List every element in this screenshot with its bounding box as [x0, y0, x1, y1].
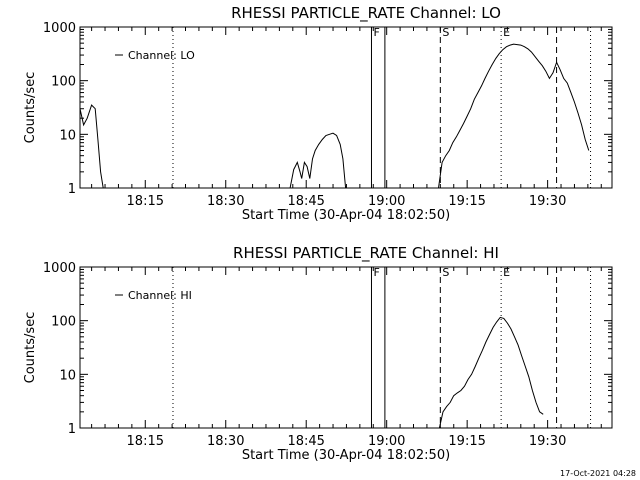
y-tick-label: 10 [59, 368, 76, 383]
x-tick-label: 19:00 [368, 194, 405, 209]
marker-label: S [442, 266, 449, 279]
marker-label: F [373, 266, 379, 279]
marker-label: F [373, 26, 379, 39]
y-tick-label: 1000 [43, 21, 76, 36]
series-line [289, 132, 347, 188]
x-tick-label: 19:00 [368, 434, 405, 449]
y-tick-label: 1 [68, 422, 76, 437]
y-axis-label: Counts/sec [23, 72, 38, 144]
legend-label: Channel: LO [128, 49, 195, 62]
chart-title: RHESSI PARTICLE_RATE Channel: HI [233, 244, 499, 263]
series-line [438, 316, 544, 428]
x-axis-label: Start Time (30-Apr-04 18:02:50) [242, 448, 450, 463]
x-tick-label: 18:30 [207, 434, 244, 449]
legend-label: Channel: HI [128, 289, 192, 302]
y-tick-label: 1000 [43, 261, 76, 276]
x-tick-label: 19:15 [448, 434, 485, 449]
timestamp: 17-Oct-2021 04:28 [560, 469, 636, 478]
panel-hi: RHESSI PARTICLE_RATE Channel: HI 18:15 18:… [23, 244, 613, 463]
y-axis-label: Counts/sec [23, 312, 38, 384]
series-line [80, 104, 104, 188]
chart-title: RHESSI PARTICLE_RATE Channel: LO [231, 4, 501, 23]
marker-label: E [503, 266, 510, 279]
y-tick-label: 10 [59, 128, 76, 143]
x-tick-label: 19:30 [529, 194, 566, 209]
series-line [438, 43, 590, 188]
y-tick-label: 100 [51, 315, 76, 330]
x-tick-label: 19:30 [529, 434, 566, 449]
x-tick-label: 18:30 [207, 194, 244, 209]
x-tick-label: 18:15 [127, 434, 164, 449]
panel-lo: RHESSI PARTICLE_RATE Channel: LO 18:15 18:… [23, 4, 613, 223]
x-tick-label: 18:15 [127, 194, 164, 209]
marker-label: S [442, 26, 449, 39]
marker-label: E [503, 26, 510, 39]
x-axis-label: Start Time (30-Apr-04 18:02:50) [242, 208, 450, 223]
x-tick-label: 18:45 [287, 194, 324, 209]
x-tick-label: 19:15 [448, 194, 485, 209]
x-tick-label: 18:45 [287, 434, 324, 449]
y-tick-label: 100 [51, 75, 76, 90]
y-tick-label: 1 [68, 182, 76, 197]
